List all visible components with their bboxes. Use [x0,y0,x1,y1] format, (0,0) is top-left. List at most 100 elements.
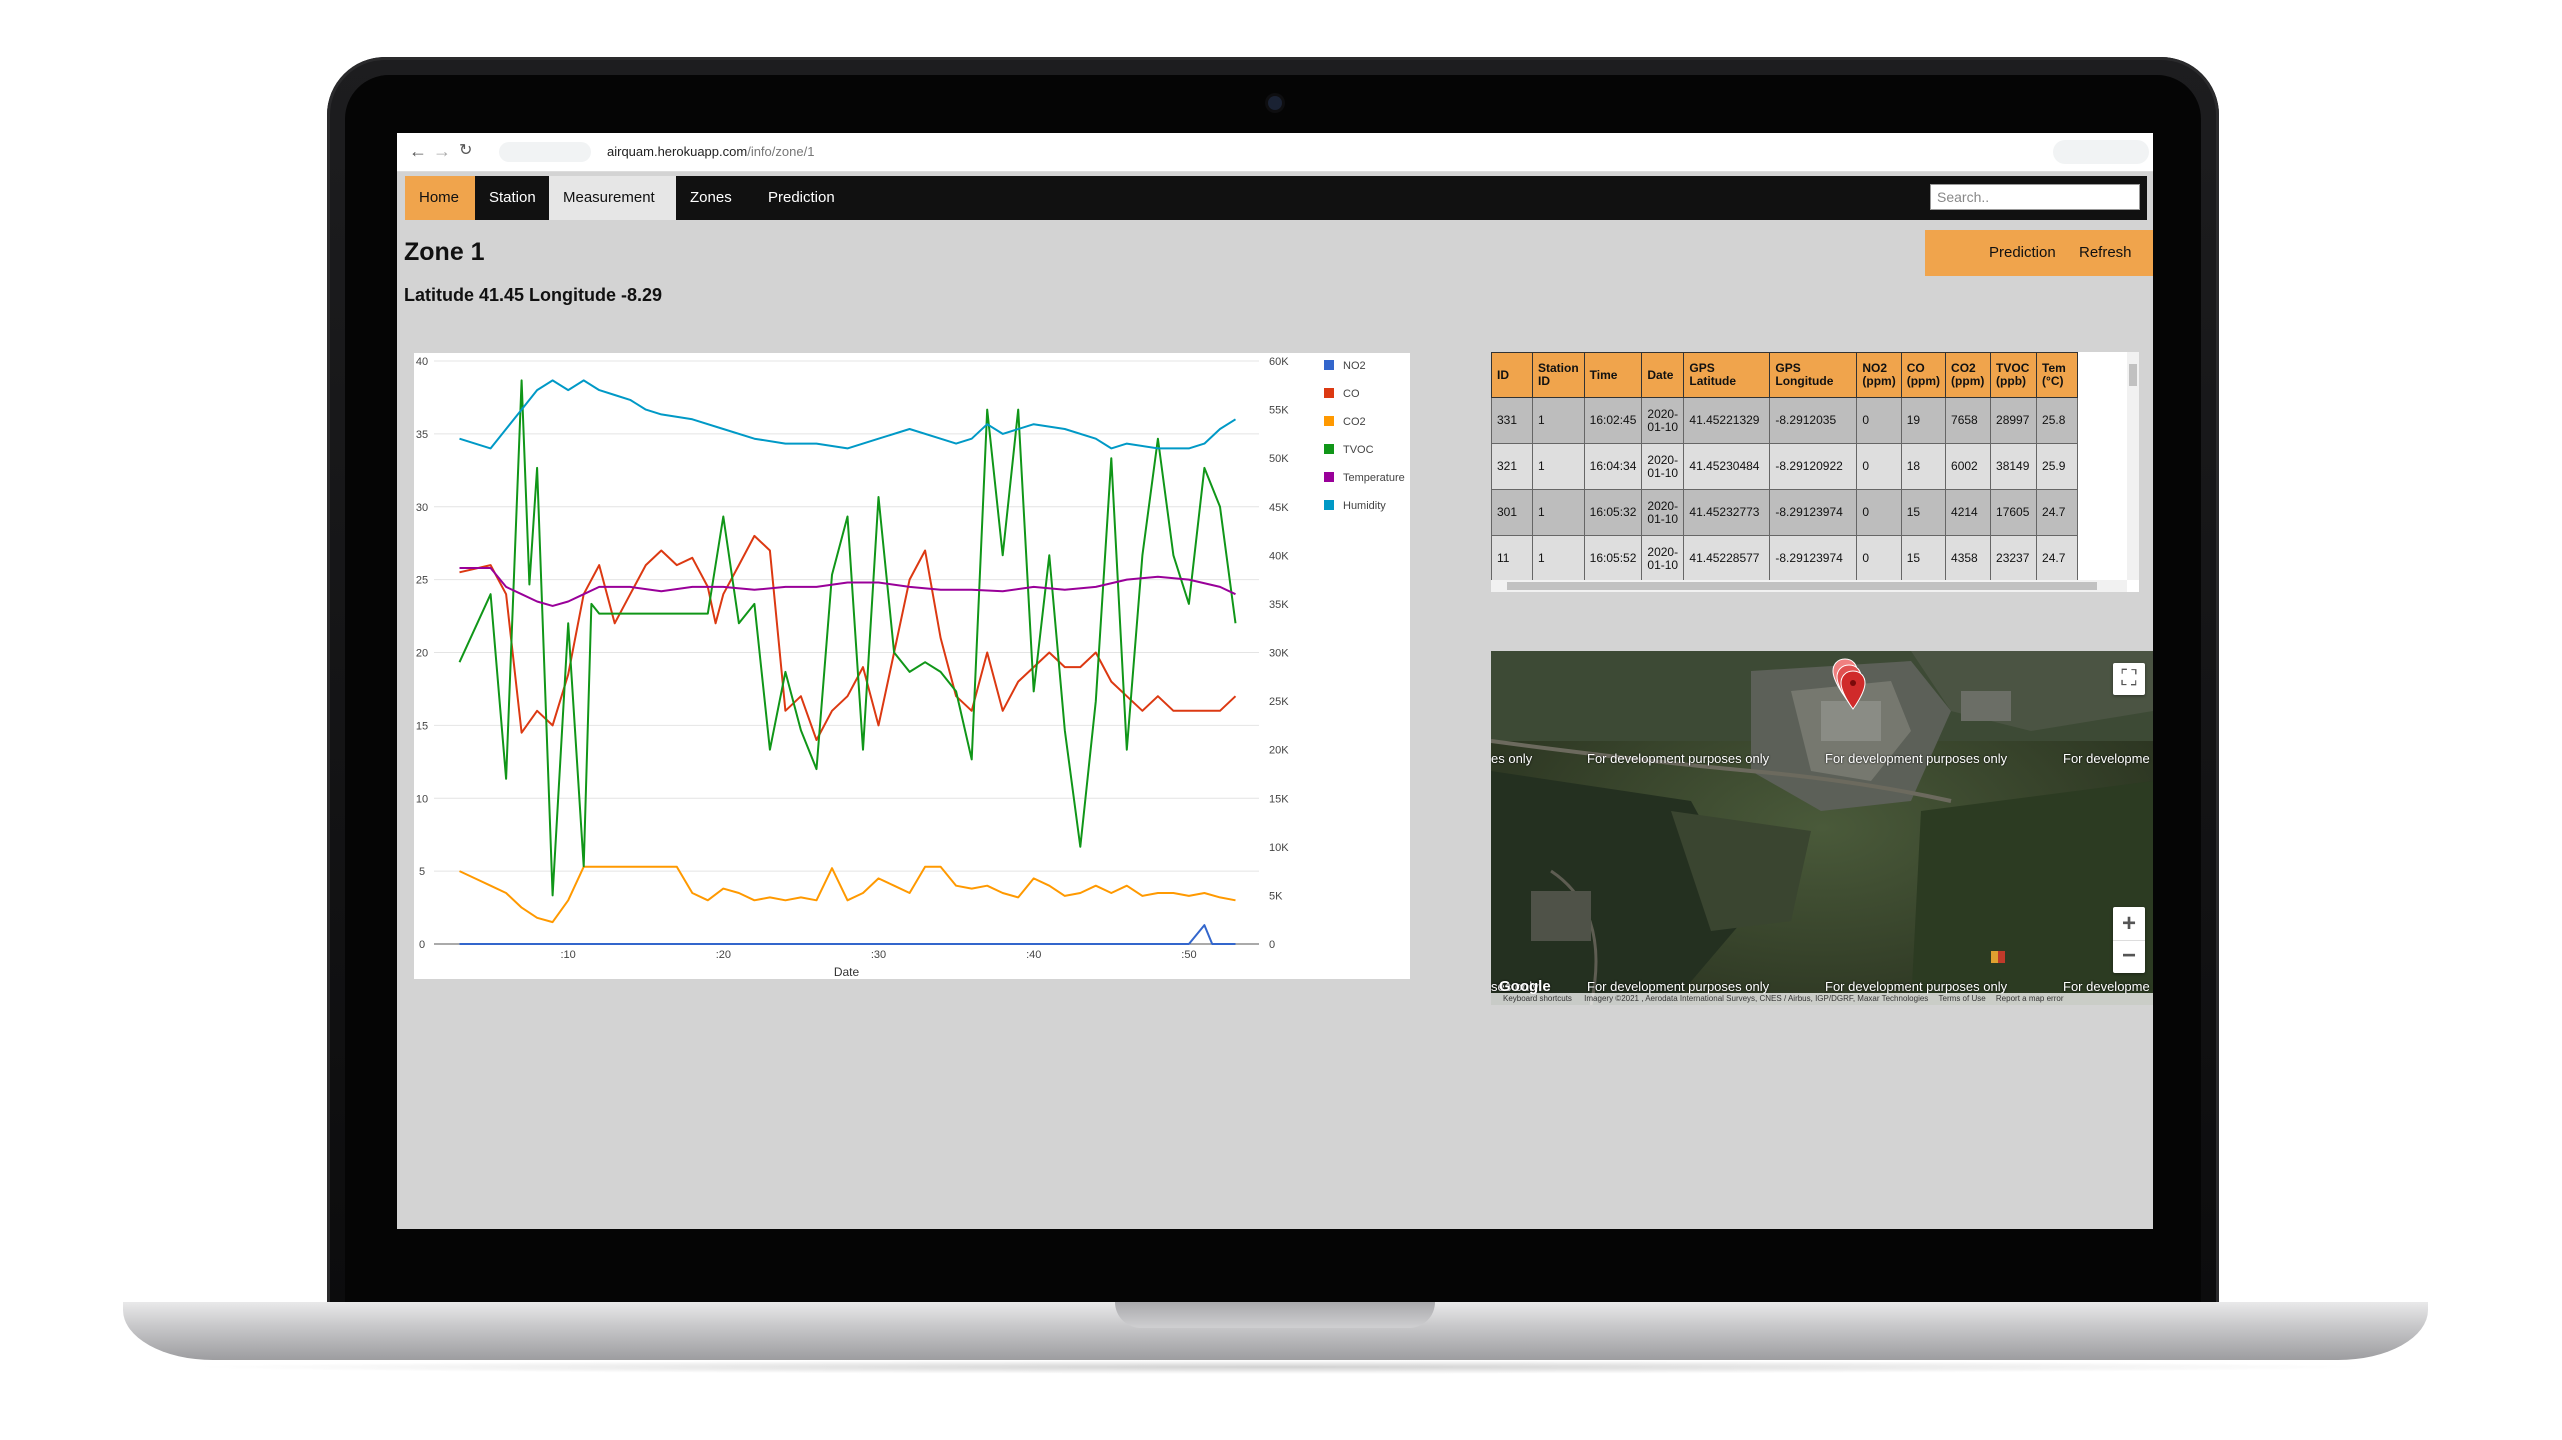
tab-home[interactable]: Home [405,176,475,220]
search-input[interactable]: Search.. [1930,184,2140,210]
table-cell: 4214 [1945,489,1992,536]
zone-coordinates: Latitude 41.45 Longitude -8.29 [404,285,663,305]
table-cell: 24.7 [2036,535,2079,582]
table-row[interactable]: 321 1 16:04:34 2020-01-10 41.45230484 -8.2912… [1491,443,2079,490]
table-cell: 16:02:45 [1583,397,1643,444]
col-header[interactable]: CO (ppm) [1900,352,1947,398]
tab-station[interactable]: Station [489,189,536,206]
col-header[interactable]: Tem (°C) [2036,352,2079,398]
y-left-tick-label: 20 [416,648,428,660]
reload-icon[interactable]: ↻ [459,142,473,159]
table-row[interactable]: 331 1 16:02:45 2020-01-10 41.45221329 -8.2912… [1491,397,2079,444]
measurements-table-wrapper: ID Station ID Time Date GPS Latitude GPS… [1491,352,2139,592]
legend-label: CO2 [1343,416,1366,428]
address-bar[interactable]: airquam.herokuapp.com/info/zone/1 [607,144,814,159]
terms-link[interactable]: Terms of Use [1938,994,1986,1003]
zoom-out-button[interactable]: − [2113,940,2145,974]
table-cell: 0 [1856,535,1902,582]
action-bar: Prediction Refresh [1925,230,2153,276]
top-navbar: Home Station Measurement Zones Predictio… [405,176,2147,220]
zoom-in-button[interactable]: + [2121,910,2136,937]
col-header[interactable]: Date [1641,352,1685,398]
url-path: /info/zone/1 [747,144,815,159]
legend-swatch [1324,500,1334,510]
x-axis-label: Date [834,965,860,979]
map-watermark: For development purposes only [1825,751,2008,766]
tab-zones[interactable]: Zones [690,189,732,206]
y-left-tick-label: 25 [416,575,428,587]
series-line-no2 [459,924,1236,945]
col-header[interactable]: Time [1583,352,1643,398]
y-right-tick-label: 10K [1269,842,1289,854]
y-right-tick-label: 20K [1269,745,1289,757]
satellite-imagery [1491,651,2153,1005]
keyboard-shortcuts-link[interactable]: Keyboard shortcuts [1503,994,1572,1003]
legend-swatch [1324,444,1334,454]
map-watermark: For development purposes only [1825,979,2008,994]
table-cell: 19 [1900,397,1947,444]
prediction-button[interactable]: Prediction [1989,244,2056,261]
y-left-tick-label: 35 [416,429,428,441]
col-header[interactable]: Station ID [1532,352,1585,398]
camera-icon [1268,96,1282,110]
table-cell: 2020-01-10 [1641,397,1685,444]
x-tick-label: :10 [561,949,576,961]
table-cell: 1 [1532,535,1585,582]
series-line-humidity [459,379,1237,450]
legend-swatch [1324,472,1334,482]
y-left-tick-label: 10 [416,793,428,805]
table-cell: 16:04:34 [1583,443,1643,490]
table-cell: 41.45221329 [1683,397,1771,444]
table-horizontal-scrollbar[interactable] [1491,580,2127,592]
table-cell: 25.9 [2036,443,2079,490]
col-header[interactable]: CO2 (ppm) [1945,352,1992,398]
table-cell: 16:05:32 [1583,489,1643,536]
legend-label: TVOC [1343,444,1374,456]
legend-label: Humidity [1343,500,1386,512]
table-vertical-scrollbar[interactable] [2127,352,2139,580]
refresh-button[interactable]: Refresh [2079,244,2132,261]
measurement-chart: 0 5 10 15 20 25 30 35 40 0 5K 10K 15K 20K 25K 30K 35K 40K… [414,353,1410,979]
map-attribution: Keyboard shortcuts Imagery ©2021 , Aerod… [1491,993,2153,1005]
y-right-tick-label: 40K [1269,550,1289,562]
col-header[interactable]: NO2 (ppm) [1856,352,1902,398]
col-header[interactable]: ID [1491,352,1533,398]
screen: ← → ↻ airquam.herokuapp.com/info/zone/1 … [397,133,2153,1229]
report-error-link[interactable]: Report a map error [1995,994,2064,1003]
address-pill [499,142,591,162]
profile-pill[interactable] [2053,140,2149,164]
fullscreen-icon[interactable]: ⛶ [2113,663,2145,695]
table-row[interactable]: 301 1 16:05:32 2020-01-10 41.45232773 -8.2912… [1491,489,2079,536]
series-line-co2 [459,865,1236,924]
col-header[interactable]: GPS Longitude [1769,352,1858,398]
table-row[interactable]: 11 1 16:05:52 2020-01-10 41.45228577 -8.29123… [1491,535,2079,582]
scroll-thumb[interactable] [1507,582,2097,590]
scroll-thumb[interactable] [2129,364,2137,386]
measurements-table: ID Station ID Time Date GPS Latitude GPS… [1491,352,2079,582]
table-cell: 15 [1900,535,1947,582]
y-right-tick-label: 45K [1269,502,1289,514]
table-cell: 24.7 [2036,489,2079,536]
google-logo[interactable]: Google [1499,978,1551,995]
table-cell: 41.45230484 [1683,443,1771,490]
table-cell: 18 [1900,443,1947,490]
col-header[interactable]: TVOC (ppb) [1990,352,2038,398]
series-line-co [459,534,1237,741]
table-cell: 2020-01-10 [1641,443,1685,490]
map-watermark: For developme [2063,979,2150,994]
col-header[interactable]: GPS Latitude [1683,352,1771,398]
map-marker-icon[interactable] [1831,657,1871,729]
back-arrow-icon[interactable]: ← [409,141,427,161]
tab-measurement[interactable]: Measurement [549,176,676,220]
forward-arrow-icon[interactable]: → [433,141,451,161]
tab-prediction[interactable]: Prediction [768,189,835,206]
y-right-tick-label: 50K [1269,453,1289,465]
table-cell: -8.29123974 [1769,535,1858,582]
table-cell: 0 [1856,443,1902,490]
zone-map[interactable]: es only For development purposes only Fo… [1491,651,2153,1005]
x-tick-label: :20 [716,949,731,961]
browser-bar: ← → ↻ airquam.herokuapp.com/info/zone/1 [397,133,2153,172]
y-right-tick-label: 25K [1269,696,1289,708]
table-cell: 2020-01-10 [1641,535,1685,582]
table-cell: -8.2912035 [1769,397,1858,444]
